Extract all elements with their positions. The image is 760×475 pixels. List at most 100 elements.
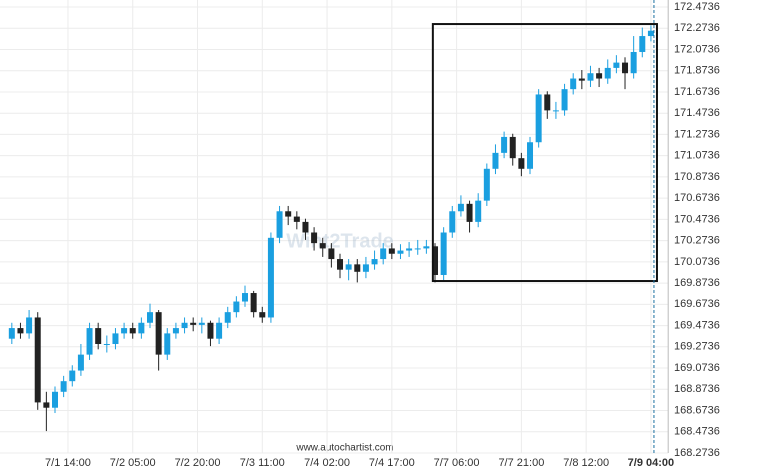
y-tick-label: 170.6736 [674, 192, 720, 204]
candle-body [34, 317, 41, 403]
candle-body [267, 237, 274, 318]
candle-body [457, 203, 464, 212]
y-tick-label: 171.6736 [674, 86, 720, 98]
candle-body [95, 328, 102, 345]
candle-body [630, 51, 637, 74]
candle-body [69, 370, 76, 382]
candle-body [319, 243, 326, 249]
candle-body [86, 328, 93, 355]
candle-body [77, 354, 84, 371]
x-tick-label: 7/1 14:00 [45, 457, 91, 469]
candle-body [224, 312, 231, 323]
candle-body [362, 264, 369, 272]
y-tick-label: 171.2736 [674, 128, 720, 140]
candle-body [311, 232, 318, 244]
candle-body [138, 322, 145, 334]
candle-body [242, 293, 249, 302]
candle-body [233, 301, 240, 313]
x-tick-label: 7/7 06:00 [434, 457, 480, 469]
candle-body [43, 402, 50, 408]
candle-body [293, 216, 300, 222]
y-tick-label: 168.4736 [674, 426, 720, 438]
y-tick-label: 170.8736 [674, 171, 720, 183]
x-tick-label: 7/4 17:00 [369, 457, 415, 469]
candle-body [483, 168, 490, 201]
candle-body [328, 248, 335, 260]
candle-body [60, 381, 67, 392]
candle-body [518, 158, 525, 169]
candle-body [190, 322, 197, 325]
candle-body [103, 344, 110, 346]
y-tick-label: 170.4736 [674, 213, 720, 225]
x-tick-label: 7/4 02:00 [304, 457, 350, 469]
candle-body [466, 203, 473, 222]
candle-body [8, 328, 15, 339]
y-tick-label: 172.0736 [674, 43, 720, 55]
candle-body [535, 94, 542, 143]
y-tick-label: 169.8736 [674, 277, 720, 289]
y-tick-label: 171.8736 [674, 65, 720, 77]
watermark: Wint2Trade [286, 230, 394, 252]
y-tick-label: 171.0736 [674, 150, 720, 162]
candle-body [388, 248, 395, 254]
candle-body [181, 322, 188, 329]
candle-body [155, 312, 162, 355]
candle-body [639, 36, 646, 52]
y-tick-label: 170.0736 [674, 256, 720, 268]
candle-body [397, 250, 404, 254]
x-tick-label: 7/8 12:00 [563, 457, 609, 469]
candle-body [302, 221, 309, 233]
candle-body [527, 142, 534, 169]
candle-body [164, 333, 171, 355]
candle-body [147, 312, 154, 323]
candle-body [276, 211, 283, 238]
y-tick-label: 169.4736 [674, 319, 720, 331]
candle-body [449, 211, 456, 233]
y-tick-label: 169.2736 [674, 341, 720, 353]
y-tick-label: 169.0736 [674, 362, 720, 374]
x-tick-label: 7/7 21:00 [498, 457, 544, 469]
y-tick-label: 168.8736 [674, 383, 720, 395]
y-tick-label: 172.4736 [674, 1, 720, 13]
candle-body [112, 333, 119, 345]
candle-body [337, 259, 344, 270]
candle-body [544, 94, 551, 111]
candle-body [414, 248, 421, 250]
candle-body [121, 328, 128, 334]
y-tick-label: 170.2736 [674, 235, 720, 247]
candle-body [475, 200, 482, 222]
x-tick-label: 7/2 05:00 [110, 457, 156, 469]
x-tick-label: 7/3 11:00 [240, 457, 285, 469]
y-tick-label: 168.6736 [674, 404, 720, 416]
candle-body [552, 110, 559, 112]
source: www.autochartist.com [295, 443, 393, 454]
candle-body [578, 78, 585, 81]
y-tick-label: 168.2736 [674, 447, 720, 459]
candle-body [371, 259, 378, 265]
candle-body [285, 211, 292, 217]
y-tick-label: 171.4736 [674, 107, 720, 119]
candle-body [406, 248, 413, 251]
candle-body [216, 322, 223, 339]
candle-body [423, 246, 430, 249]
x-tick-label: 7/2 20:00 [175, 457, 221, 469]
y-tick-label: 169.6736 [674, 298, 720, 310]
candle-body [259, 312, 266, 318]
candle-body [501, 136, 508, 153]
candle-body [172, 328, 179, 334]
y-tick-label: 172.2736 [674, 22, 720, 34]
candle-body [250, 293, 257, 313]
candle-body [587, 73, 594, 81]
candle-body [570, 78, 577, 90]
candle-body [492, 152, 499, 169]
candle-body [509, 136, 516, 159]
candle-body [604, 67, 611, 79]
x-tick-label: 7/9 04:00 [628, 457, 674, 469]
candle-body [613, 62, 620, 68]
candle-body [596, 73, 603, 79]
candle-body [561, 89, 568, 111]
candle-body [440, 232, 447, 275]
candle-body [198, 322, 205, 325]
candle-body [647, 30, 654, 37]
candle-body [17, 328, 24, 334]
